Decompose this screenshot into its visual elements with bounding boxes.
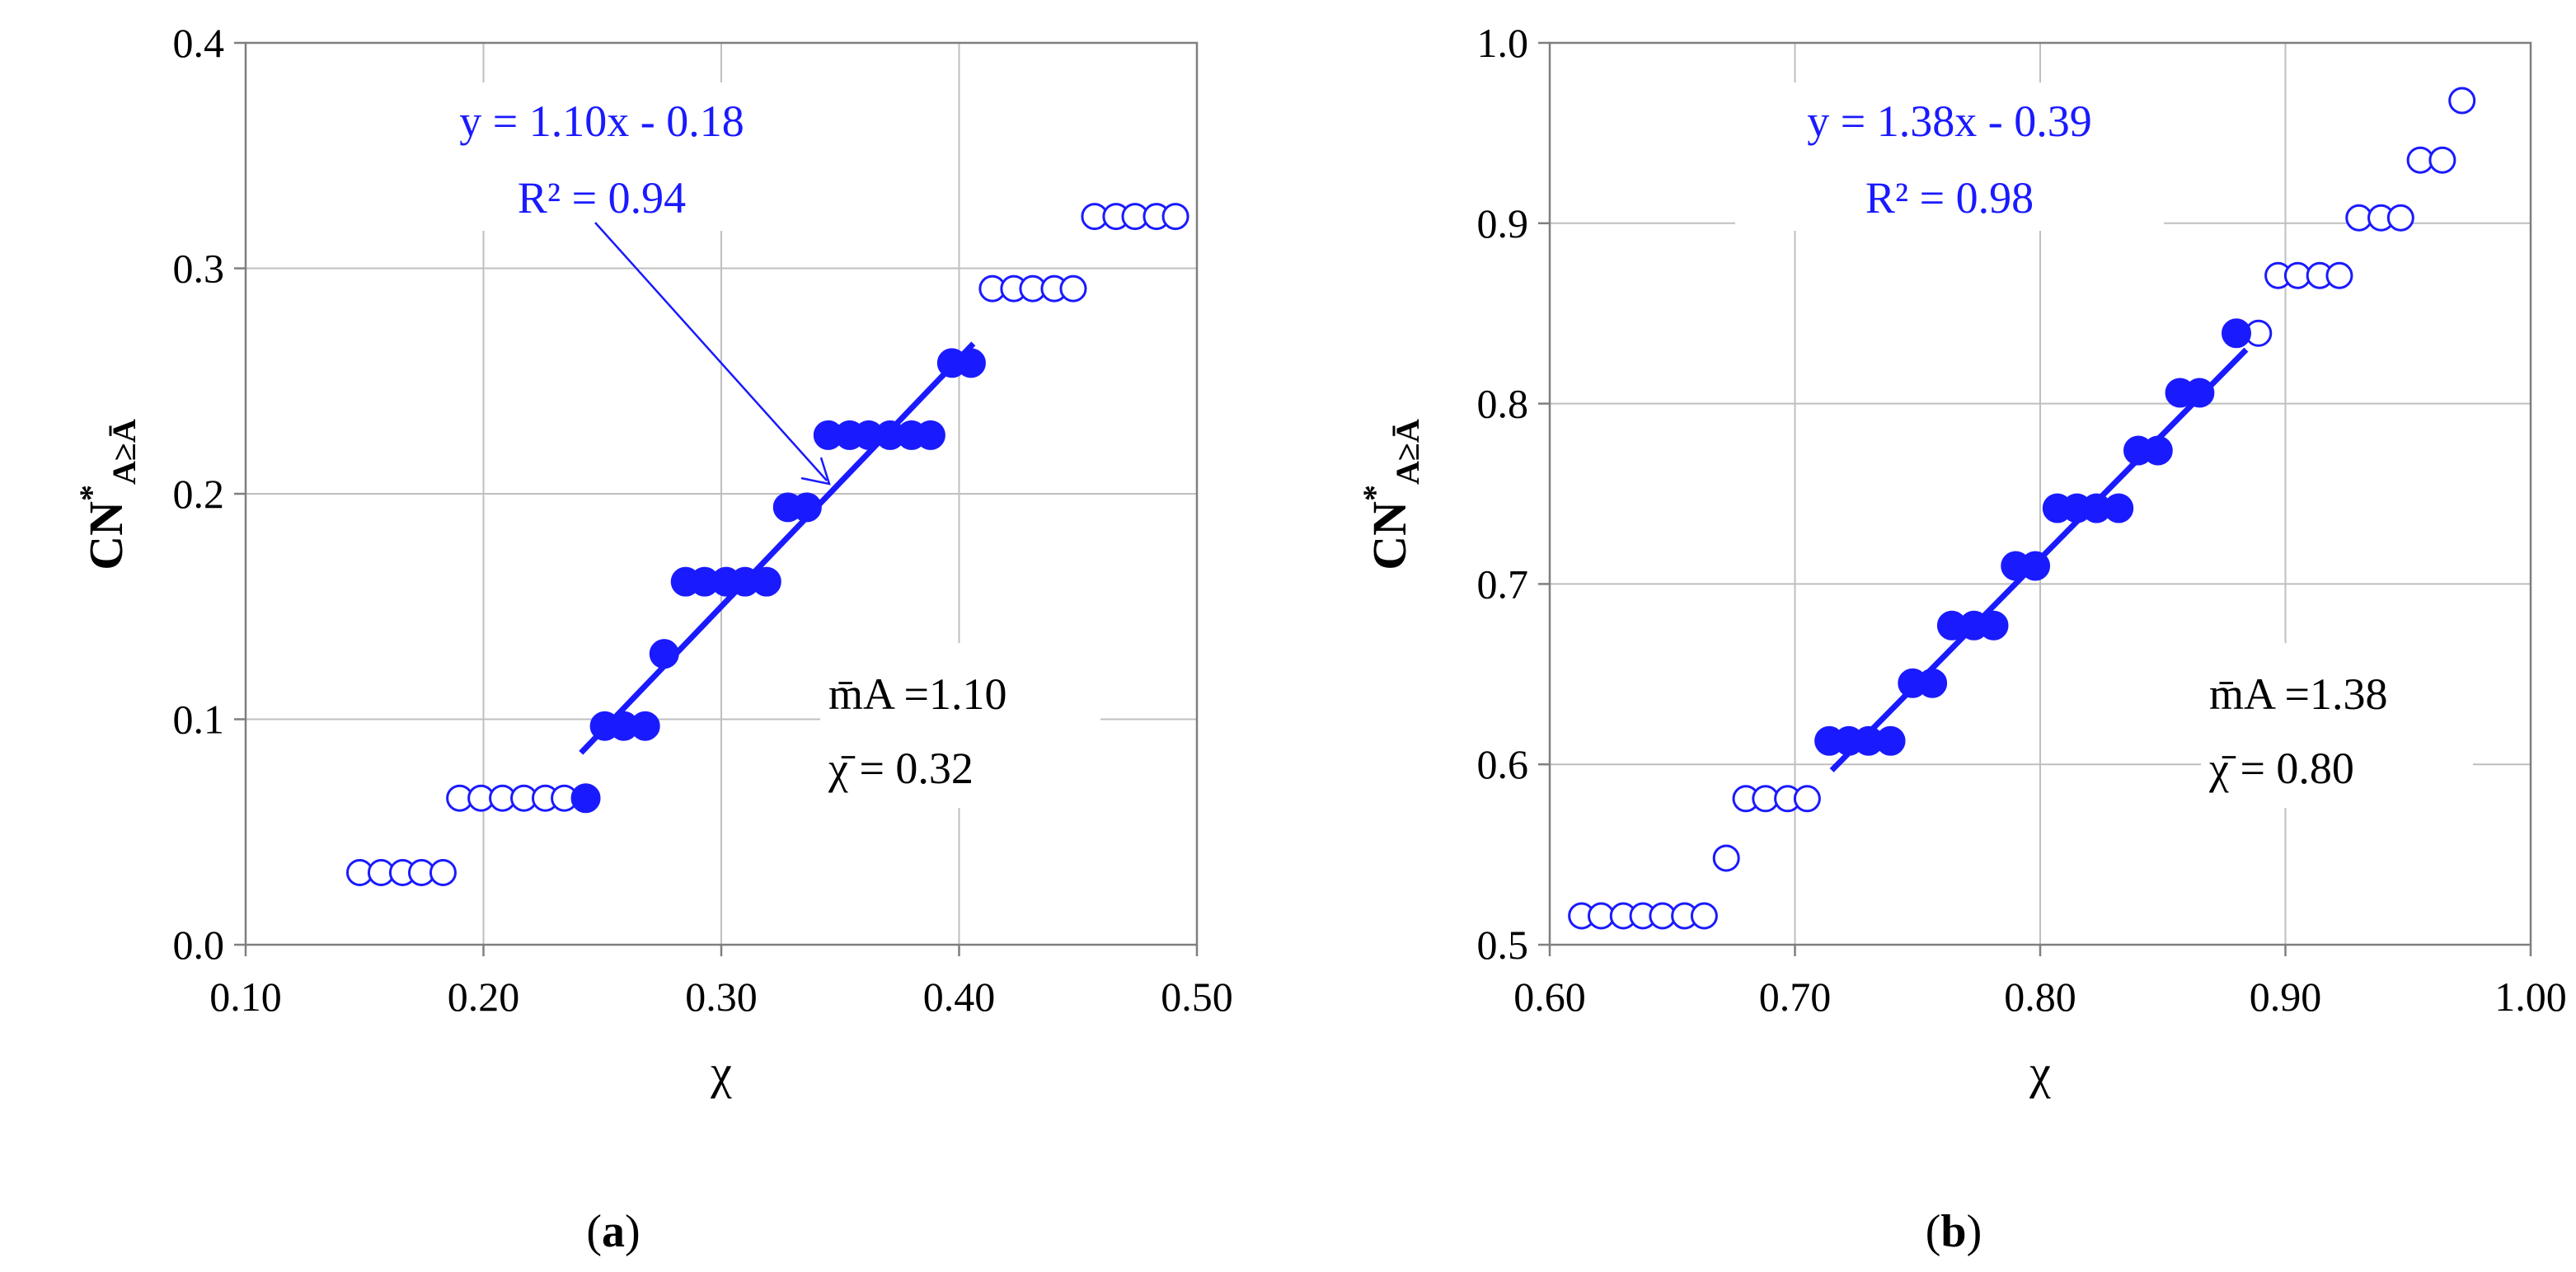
- y-tick-label: 0.0: [173, 922, 225, 968]
- x-tick-label: 0.80: [2004, 974, 2076, 1020]
- regression-equation: y = 1.38x - 0.39: [1807, 96, 2091, 146]
- y-axis-label: CN*A≥Ā: [73, 419, 143, 570]
- tick-labels: 0.10 0.20 0.30 0.40 0.50 0.0 0.1 0.2 0.3 0.4: [173, 20, 1233, 1020]
- panel-label-a: (a): [586, 1206, 640, 1257]
- x-tick-label: 0.20: [448, 974, 520, 1020]
- y-axis-label-star: *: [1356, 485, 1393, 501]
- panel-label-b: (b): [1926, 1206, 1982, 1257]
- data-point-filled: [1978, 610, 2009, 641]
- data-point-filled: [630, 711, 660, 741]
- data-point-open: [1793, 785, 1821, 813]
- x-axis-label: χ: [2029, 1045, 2051, 1099]
- mean-slope-label: m̄A =1.10: [828, 669, 1006, 719]
- y-tick-label: 0.6: [1477, 741, 1529, 787]
- stats-background: [2201, 643, 2473, 808]
- data-point-filled: [2222, 318, 2251, 349]
- y-axis-label-main: CN: [79, 501, 133, 570]
- y-axis-label-main: CN: [1363, 501, 1416, 570]
- y-axis-label-sub: A≥Ā: [106, 419, 143, 485]
- svg-text:CN*A≥Ā: CN*A≥Ā: [1356, 419, 1426, 570]
- axis-ticks: [234, 41, 1199, 956]
- data-points: [345, 203, 1189, 886]
- data-point-open: [2428, 146, 2456, 174]
- data-point-open: [1690, 902, 1718, 930]
- equation-background: [1735, 82, 2164, 231]
- y-axis-label-sub: A≥Ā: [1389, 419, 1426, 485]
- data-point-open: [429, 858, 457, 886]
- data-point-filled: [2020, 551, 2051, 581]
- stats-background: [820, 643, 1100, 808]
- data-point-open: [2325, 261, 2353, 289]
- axis-ticks: [1538, 41, 2532, 956]
- x-tick-label: 0.50: [1161, 974, 1233, 1020]
- data-point-open: [2386, 204, 2414, 232]
- data-point-filled: [1875, 725, 1906, 756]
- data-point-filled: [955, 348, 986, 378]
- regression-equation: y = 1.10x - 0.18: [459, 96, 744, 146]
- y-tick-label: 0.4: [173, 20, 225, 66]
- mean-slope-label: m̄A =1.38: [2209, 669, 2387, 719]
- tick-labels: 0.60 0.70 0.80 0.90 1.00 0.5 0.6 0.7 0.8 0.9 1.0: [1477, 20, 2567, 1020]
- data-point-open: [2448, 87, 2476, 115]
- chart-panel-a: 0.10 0.20 0.30 0.40 0.50 0.0 0.1 0.2 0.3 0.4 CN*A…: [73, 20, 1233, 1257]
- y-tick-label: 0.3: [173, 246, 225, 292]
- y-tick-label: 0.9: [1477, 200, 1529, 246]
- data-point-open: [1059, 275, 1087, 303]
- y-tick-label: 0.1: [173, 697, 225, 743]
- fit-line: [579, 341, 976, 755]
- r-squared: R² = 0.98: [1865, 173, 2034, 223]
- mean-chi-label: χ̄ = 0.80: [2208, 744, 2354, 793]
- chart-panel-b: 0.60 0.70 0.80 0.90 1.00 0.5 0.6 0.7 0.8 0.9 1.0 C…: [1356, 20, 2567, 1257]
- x-tick-label: 0.30: [685, 974, 758, 1020]
- x-axis-label: χ: [710, 1045, 732, 1099]
- x-tick-label: 0.90: [2250, 974, 2322, 1020]
- data-point-filled: [649, 639, 679, 669]
- data-point-filled: [751, 566, 781, 597]
- data-point-filled: [791, 492, 822, 523]
- data-point-open: [1712, 844, 1740, 872]
- equation-background: [396, 82, 824, 231]
- y-tick-label: 1.0: [1477, 20, 1529, 66]
- y-axis-label: CN*A≥Ā: [1356, 419, 1426, 570]
- x-tick-label: 0.10: [209, 974, 282, 1020]
- data-points: [1568, 87, 2476, 930]
- data-point-filled: [2184, 378, 2215, 408]
- data-point-filled: [2142, 435, 2173, 466]
- y-axis-label-star: *: [73, 485, 110, 501]
- data-point-filled: [915, 420, 945, 450]
- svg-text:CN*A≥Ā: CN*A≥Ā: [73, 419, 143, 570]
- data-point-open: [1161, 203, 1189, 231]
- data-point-filled: [2104, 493, 2134, 523]
- x-tick-label: 0.40: [923, 974, 996, 1020]
- data-point-filled: [570, 783, 601, 814]
- x-tick-label: 0.60: [1513, 974, 1586, 1020]
- y-tick-label: 0.2: [173, 471, 225, 517]
- x-tick-label: 0.70: [1759, 974, 1832, 1020]
- y-tick-label: 0.8: [1477, 381, 1529, 427]
- annotation-arrow: [594, 222, 831, 486]
- data-point-filled: [1917, 668, 1948, 698]
- mean-chi-label: χ̄ = 0.32: [828, 744, 974, 793]
- y-tick-label: 0.5: [1477, 922, 1529, 968]
- y-tick-label: 0.7: [1477, 561, 1529, 607]
- x-tick-label: 1.00: [2494, 974, 2567, 1020]
- r-squared: R² = 0.94: [518, 173, 686, 223]
- regression-line: [579, 341, 976, 755]
